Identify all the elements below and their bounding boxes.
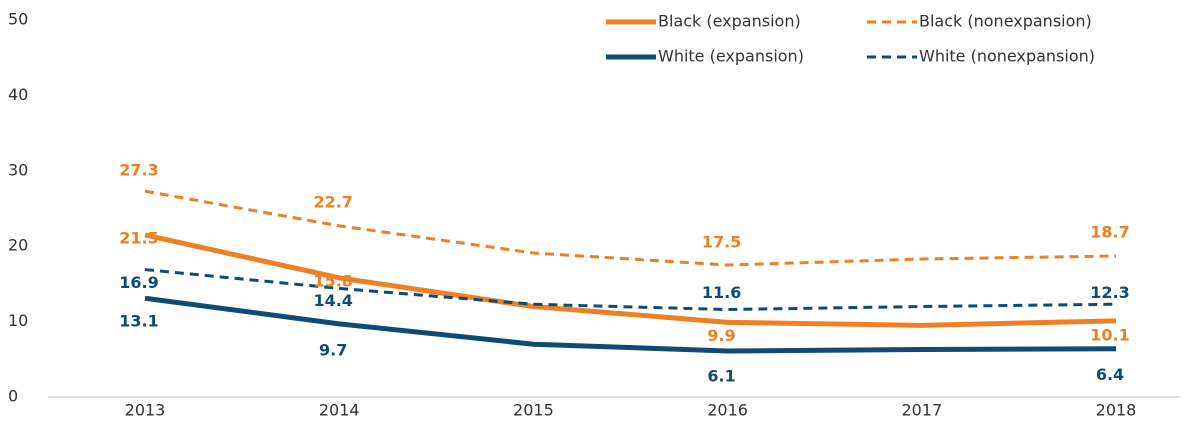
legend-label: Black (expansion) bbox=[658, 12, 801, 31]
x-tick-label: 2016 bbox=[707, 401, 748, 420]
data-label: 9.9 bbox=[707, 326, 735, 345]
data-label: 21.5 bbox=[119, 228, 158, 247]
legend-label: Black (nonexpansion) bbox=[919, 12, 1092, 31]
legend-label: White (nonexpansion) bbox=[919, 47, 1095, 66]
data-label: 11.6 bbox=[702, 283, 741, 302]
data-label: 9.7 bbox=[319, 340, 347, 359]
x-tick-label: 2013 bbox=[125, 401, 166, 420]
data-label: 12.3 bbox=[1090, 283, 1129, 302]
data-label: 15.8 bbox=[313, 271, 352, 290]
legend-label: White (expansion) bbox=[658, 47, 804, 66]
data-label: 17.5 bbox=[702, 233, 741, 252]
data-label: 16.9 bbox=[119, 273, 158, 292]
series-line bbox=[144, 295, 1117, 354]
series-line bbox=[144, 232, 1117, 328]
x-tick-label: 2018 bbox=[1096, 401, 1137, 420]
data-label: 13.1 bbox=[119, 312, 158, 331]
series-line bbox=[144, 268, 1117, 312]
data-label: 27.3 bbox=[119, 161, 158, 180]
y-tick-label: 40 bbox=[8, 85, 28, 104]
x-tick-label: 2017 bbox=[901, 401, 942, 420]
y-tick-label: 30 bbox=[8, 160, 28, 179]
data-label: 18.7 bbox=[1090, 223, 1129, 242]
x-tick-label: 2015 bbox=[513, 401, 554, 420]
series-line bbox=[144, 189, 1117, 267]
data-label: 10.1 bbox=[1090, 325, 1129, 344]
y-tick-label: 20 bbox=[8, 236, 28, 255]
y-tick-label: 50 bbox=[8, 10, 28, 29]
y-tick-label: 0 bbox=[8, 387, 18, 406]
x-tick-label: 2014 bbox=[319, 401, 360, 420]
data-label: 6.4 bbox=[1096, 365, 1124, 384]
data-label: 22.7 bbox=[313, 192, 352, 211]
y-tick-label: 10 bbox=[8, 311, 28, 330]
data-label: 6.1 bbox=[707, 367, 735, 386]
data-label: 14.4 bbox=[313, 291, 352, 310]
